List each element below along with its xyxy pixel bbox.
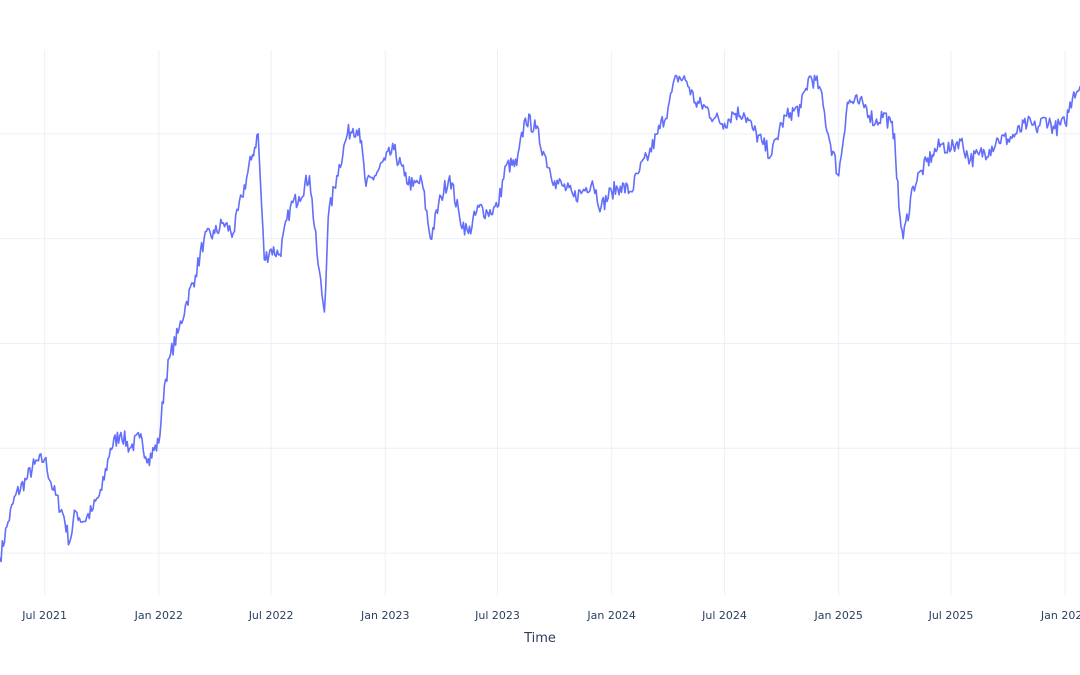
- x-tick-label: Jul 2021: [21, 609, 67, 622]
- x-tick-label: Jan 2024: [586, 609, 635, 622]
- x-tick-label: Jan 2025: [813, 609, 862, 622]
- series-line: [0, 74, 1080, 563]
- x-axis-title: Time: [523, 631, 556, 646]
- x-tick-label: Jan 2022: [134, 609, 183, 622]
- x-axis-ticks: Jul 2021 Jan 2022 Jul 2022 Jan 2023 Jul 2023…: [21, 609, 1080, 622]
- gridlines: [0, 50, 1080, 595]
- plot-area: [0, 74, 1080, 563]
- x-tick-label: Jul 2023: [474, 609, 520, 622]
- x-tick-label: Jan 2023: [360, 609, 409, 622]
- x-tick-label: Jul 2025: [928, 609, 974, 622]
- x-tick-label: Jul 2022: [248, 609, 294, 622]
- x-tick-label: Jan 2026: [1040, 609, 1080, 622]
- x-tick-label: Jul 2024: [701, 609, 747, 622]
